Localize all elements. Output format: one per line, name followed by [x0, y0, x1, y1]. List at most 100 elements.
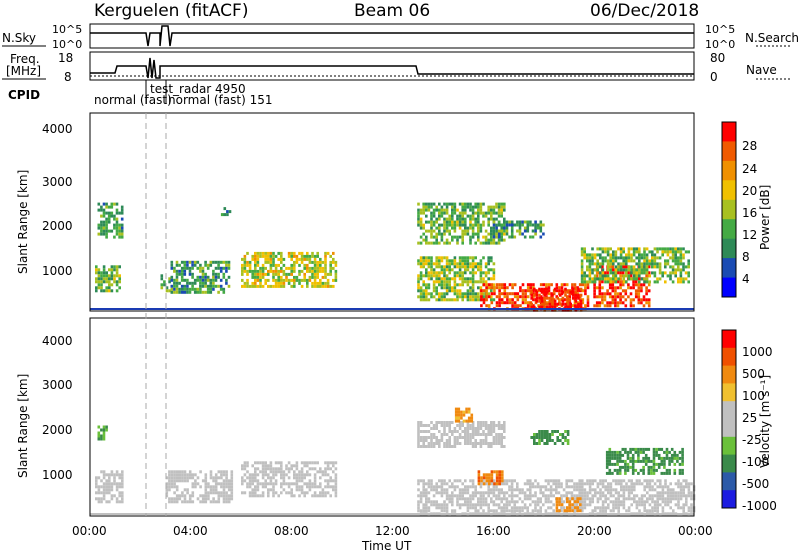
power-cell	[175, 260, 179, 264]
power-cell	[469, 220, 472, 224]
velocity-cell	[635, 503, 639, 507]
velocity-cell	[417, 488, 420, 492]
velocity-cell	[287, 482, 291, 486]
velocity-cell	[656, 500, 659, 504]
velocity-cell	[248, 482, 252, 486]
power-cell	[640, 265, 644, 269]
power-cell	[532, 298, 535, 302]
power-cell	[658, 277, 662, 281]
velocity-cell	[432, 445, 436, 448]
velocity-cell	[445, 509, 449, 513]
velocity-cell	[526, 497, 529, 501]
power-cell	[290, 251, 293, 255]
power-cell	[484, 262, 488, 266]
power-cell	[115, 271, 119, 275]
velocity-cell	[170, 479, 174, 483]
power-cell	[599, 274, 602, 278]
power-cell	[435, 262, 438, 266]
power-cell	[669, 265, 672, 269]
velocity-cell	[490, 470, 494, 474]
power-cell	[422, 208, 425, 212]
power-cell	[653, 271, 657, 275]
power-cell	[464, 211, 467, 215]
velocity-cell	[510, 479, 514, 483]
power-cell	[614, 274, 618, 278]
nave-label: Nave	[746, 63, 777, 77]
power-cell	[440, 214, 444, 218]
power-cell	[614, 286, 617, 290]
velocity-cell	[324, 491, 327, 495]
power-cell	[495, 202, 498, 206]
power-cell	[107, 205, 111, 209]
velocity-cell	[256, 473, 260, 477]
velocity-cell	[488, 479, 491, 483]
velocity-cell	[653, 494, 657, 498]
velocity-cell	[576, 509, 579, 513]
velocity-cell	[660, 462, 664, 466]
power-cell	[679, 247, 683, 251]
velocity-cell	[617, 500, 620, 504]
velocity-cell	[588, 491, 592, 495]
power-cell	[243, 266, 247, 270]
power-cell	[648, 280, 651, 284]
power-cell	[556, 296, 559, 300]
velocity-cell	[427, 479, 431, 483]
power-cell	[277, 278, 280, 282]
velocity-cell	[631, 471, 635, 475]
power-cell	[671, 253, 675, 257]
power-cell	[586, 259, 589, 263]
velocity-cell	[557, 491, 561, 495]
power-cell	[306, 254, 309, 258]
velocity-cell	[487, 424, 490, 427]
velocity-cell	[419, 494, 423, 498]
power-cell	[490, 298, 493, 302]
power-cell	[498, 301, 501, 305]
power-cell	[438, 217, 441, 221]
power-cell	[480, 289, 483, 293]
power-cell	[548, 296, 552, 300]
velocity-cell	[432, 424, 436, 427]
power-cell	[196, 266, 200, 270]
power-cell	[614, 271, 618, 275]
power-cell	[591, 268, 594, 272]
velocity-cell	[581, 503, 584, 507]
power-cell	[264, 257, 267, 261]
power-cell	[687, 265, 690, 269]
power-cell	[115, 265, 119, 269]
power-cell	[609, 256, 612, 260]
velocity-cell	[500, 442, 503, 445]
power-cell	[627, 277, 631, 281]
velocity-cell	[115, 488, 119, 492]
velocity-cell	[334, 479, 338, 483]
power-cell	[425, 208, 428, 212]
velocity-cell	[617, 506, 620, 510]
power-colorbar-frame	[721, 121, 737, 298]
power-cell	[191, 266, 194, 270]
velocity-cell	[642, 471, 645, 475]
power-cell	[115, 223, 119, 227]
velocity-cell	[492, 500, 496, 504]
power-cell	[516, 220, 519, 224]
power-cell	[637, 295, 641, 299]
power-cell	[464, 202, 467, 206]
velocity-cell	[188, 494, 192, 498]
velocity-cell	[490, 473, 494, 477]
power-cell	[474, 232, 477, 236]
velocity-cell	[457, 407, 461, 411]
velocity-cell	[298, 485, 301, 489]
power-cell	[490, 295, 493, 299]
power-cell	[485, 283, 488, 287]
velocity-cell	[332, 461, 335, 465]
power-cell	[417, 214, 420, 218]
power-cell	[440, 223, 444, 227]
velocity-cell	[466, 506, 470, 510]
velocity-cell	[417, 479, 420, 483]
velocity-cell	[571, 503, 574, 507]
velocity-cell	[547, 497, 550, 501]
power-cell	[453, 202, 457, 206]
velocity-cell	[115, 485, 119, 489]
velocity-cell	[559, 433, 562, 436]
velocity-cell	[175, 476, 179, 480]
velocity-cell	[616, 453, 619, 457]
velocity-cell	[254, 488, 257, 492]
